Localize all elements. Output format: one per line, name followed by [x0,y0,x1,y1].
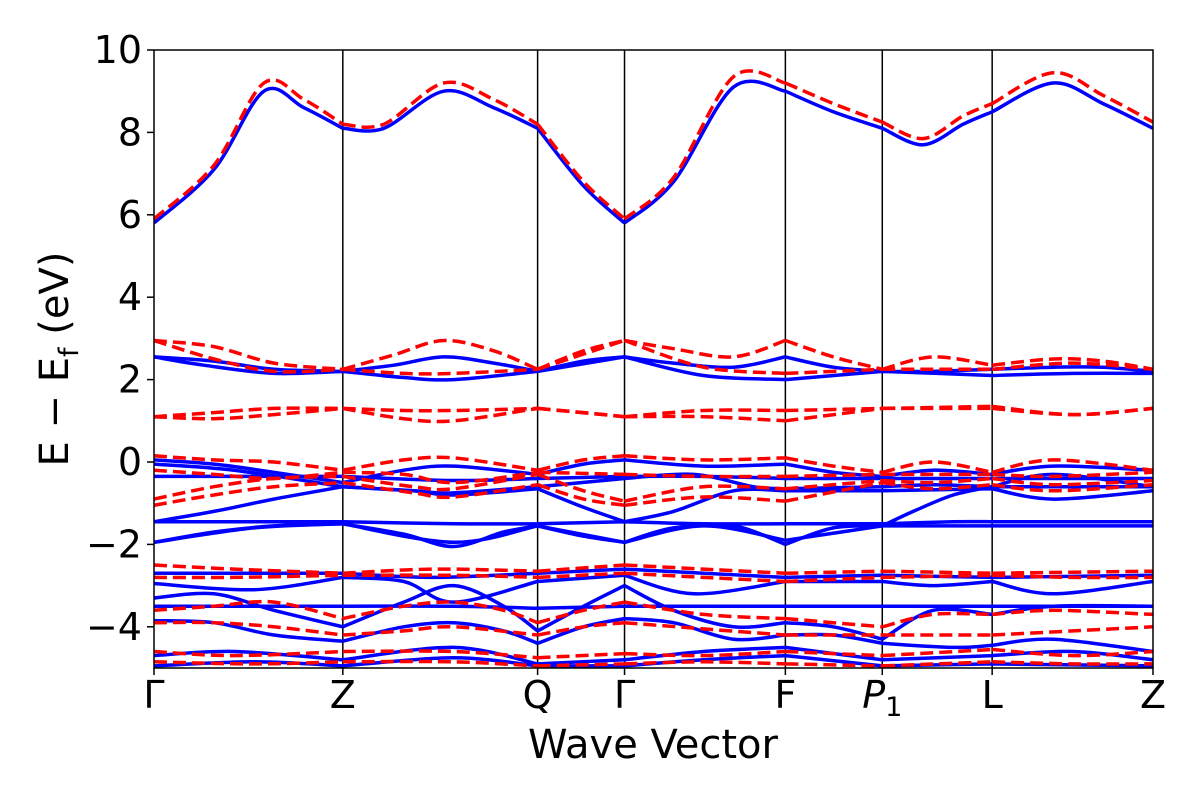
y-tick-label: 0 [118,440,142,484]
y-axis-label-main: E − E [32,357,78,467]
x-axis: Γ Z Q Γ F P1 L Z [143,668,1166,723]
solid-band-line [154,484,1153,545]
solid-band-line [154,79,1153,225]
x-tick-label: Q [523,673,553,717]
dashed-band-line [154,563,1153,575]
y-tick-label: −4 [86,605,142,649]
high-symmetry-lines [342,50,993,668]
solid-band-line [154,604,1153,611]
dashed-band-line [154,406,1153,424]
dashed-band-line [154,647,1153,660]
dashed-band-line [154,599,1153,629]
dashed-band-line [154,338,1153,372]
y-axis-label-subscript: f [54,346,85,357]
dashed-band-line [154,571,1153,584]
dashed-band-line [154,69,1153,221]
dashed-band-line [154,480,1153,508]
solid-band-line [154,573,1153,604]
bands [154,69,1153,668]
dashed-band-line [154,620,1153,637]
y-tick-label: 8 [118,110,142,154]
x-tick-label: Γ [614,673,635,717]
dashed-band-line [154,659,1153,668]
x-tick-label: P1 [862,673,902,723]
plot-frame [153,49,1154,669]
x-axis-label: Wave Vector [528,722,779,768]
y-axis: 10 8 6 4 2 0 −2 −4 [86,28,154,649]
solid-band-line [154,567,1153,580]
dashed-band-line [154,454,1153,475]
y-tick-label: 2 [118,358,142,402]
y-tick-label: 6 [118,193,142,237]
solid-band-line [154,484,1153,524]
y-tick-label: 10 [94,28,142,72]
x-tick-label: Z [1140,673,1166,717]
x-tick-label: Γ [143,673,164,717]
y-axis-label: E − Ef (eV) [32,252,85,467]
solid-band-line [154,458,1153,485]
x-tick-label: F [774,673,796,717]
x-tick-label: L [982,673,1003,717]
dashed-band-line [154,468,1153,485]
solid-band-line [154,355,1153,382]
dashed-band-line [154,338,1153,376]
dashed-band-line [154,472,1153,503]
y-tick-label: −2 [86,522,142,566]
y-tick-label: 4 [118,275,142,319]
y-axis-label-unit: (eV) [32,252,78,348]
x-tick-label: Z [330,673,356,717]
